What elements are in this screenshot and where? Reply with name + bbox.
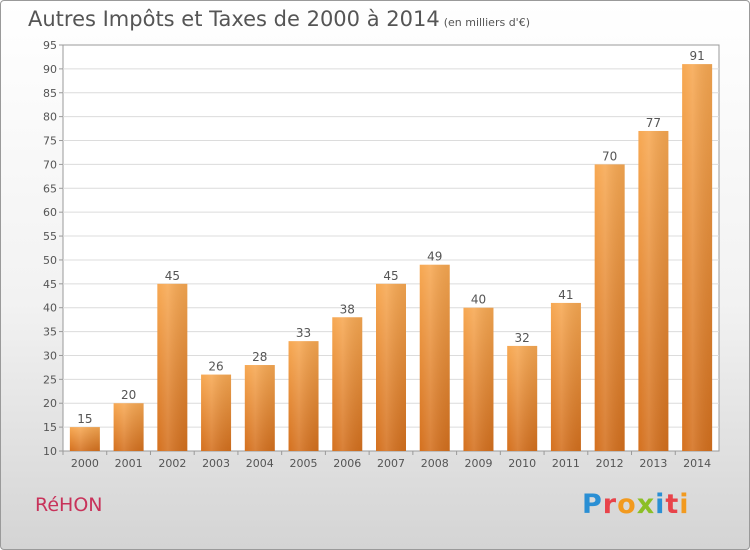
- bars: [69, 64, 713, 452]
- y-tick-label: 55: [43, 230, 57, 243]
- brand-letter: x: [636, 489, 656, 520]
- y-tick-label: 50: [43, 254, 57, 267]
- y-tick-label: 70: [43, 158, 57, 171]
- y-tick-label: 75: [43, 135, 57, 148]
- x-tick-label: 2007: [377, 457, 405, 470]
- x-tick-label: 2009: [464, 457, 492, 470]
- x-tick-label: 2008: [421, 457, 449, 470]
- chart-subtitle: (en milliers d'€): [443, 16, 530, 29]
- x-tick-label: 2001: [115, 457, 143, 470]
- x-tick-label: 2013: [639, 457, 667, 470]
- y-tick-label: 60: [43, 206, 57, 219]
- brand-letter: t: [665, 489, 680, 520]
- data-label: 32: [515, 331, 530, 345]
- y-tick-label: 45: [43, 278, 57, 291]
- bar-shine: [157, 283, 188, 451]
- data-label: 20: [121, 388, 136, 402]
- y-tick-label: 40: [43, 302, 57, 315]
- data-label: 28: [252, 350, 267, 364]
- bar-shine: [113, 403, 144, 451]
- bar-shine: [463, 307, 494, 451]
- x-axis-ticks: 2000 2001 2002 2003 2004 2005 2006 2007 2008 2009…: [62, 451, 711, 470]
- bar-shine: [638, 130, 669, 451]
- bar-shine: [682, 64, 713, 451]
- bar-shine: [288, 341, 319, 451]
- commune-name: RéHON: [35, 494, 103, 516]
- x-tick-label: 2004: [246, 457, 274, 470]
- data-label: 40: [471, 293, 486, 307]
- y-tick-label: 80: [43, 111, 57, 124]
- chart-title: Autres Impôts et Taxes de 2000 à 2014 (en…: [28, 7, 530, 31]
- bar-shine: [594, 164, 625, 452]
- data-label: 77: [646, 116, 661, 130]
- brand-letter: r: [602, 489, 618, 520]
- bar-shine: [376, 283, 406, 451]
- x-tick-label: 2010: [508, 457, 536, 470]
- bar-shine: [419, 264, 450, 451]
- y-tick-label: 15: [43, 421, 57, 434]
- x-tick-label: 2003: [202, 457, 230, 470]
- y-tick-label: 25: [43, 373, 57, 386]
- y-tick-label: 95: [43, 39, 57, 52]
- x-tick-label: 2000: [71, 457, 99, 470]
- bar-shine: [201, 374, 232, 451]
- y-tick-label: 10: [43, 445, 57, 458]
- data-label: 41: [558, 288, 573, 302]
- x-tick-label: 2011: [552, 457, 580, 470]
- data-label: 45: [165, 269, 180, 283]
- x-tick-label: 2005: [290, 457, 318, 470]
- bar-shine: [244, 365, 275, 451]
- y-tick-label: 35: [43, 326, 57, 339]
- data-label: 70: [602, 149, 617, 163]
- y-axis-ticks: 10 15 20 25 30 35 40 45 50 55 60 65 70 75 80 85 90 95: [43, 39, 63, 458]
- data-label: 15: [77, 412, 92, 426]
- chart-title-text: Autres Impôts et Taxes de 2000 à 2014: [28, 7, 440, 31]
- x-tick-label: 2002: [158, 457, 186, 470]
- brand-letter: o: [617, 489, 637, 520]
- y-tick-label: 65: [43, 182, 57, 195]
- data-label: 91: [689, 49, 704, 63]
- y-tick-label: 85: [43, 87, 57, 100]
- y-tick-label: 30: [43, 349, 57, 362]
- brand-letter: P: [582, 489, 603, 520]
- x-tick-label: 2012: [596, 457, 624, 470]
- brand-logo: Proxiti: [582, 489, 690, 520]
- bar-shine: [332, 317, 363, 451]
- brand-letter: i: [655, 489, 666, 520]
- bar-shine: [507, 345, 538, 451]
- bar-shine: [69, 427, 100, 451]
- data-label: 38: [340, 302, 355, 316]
- x-tick-label: 2006: [333, 457, 361, 470]
- data-label: 33: [296, 326, 311, 340]
- data-label: 26: [208, 360, 223, 374]
- data-label: 49: [427, 250, 442, 264]
- y-tick-label: 20: [43, 397, 57, 410]
- brand-letter: i: [679, 489, 690, 520]
- y-tick-label: 90: [43, 63, 57, 76]
- data-label: 45: [383, 269, 398, 283]
- x-tick-label: 2014: [683, 457, 711, 470]
- data-labels: 15 20 45 26 28 33 38 45 49 40 32 41 70 77 91: [77, 49, 705, 426]
- bar-shine: [550, 302, 581, 451]
